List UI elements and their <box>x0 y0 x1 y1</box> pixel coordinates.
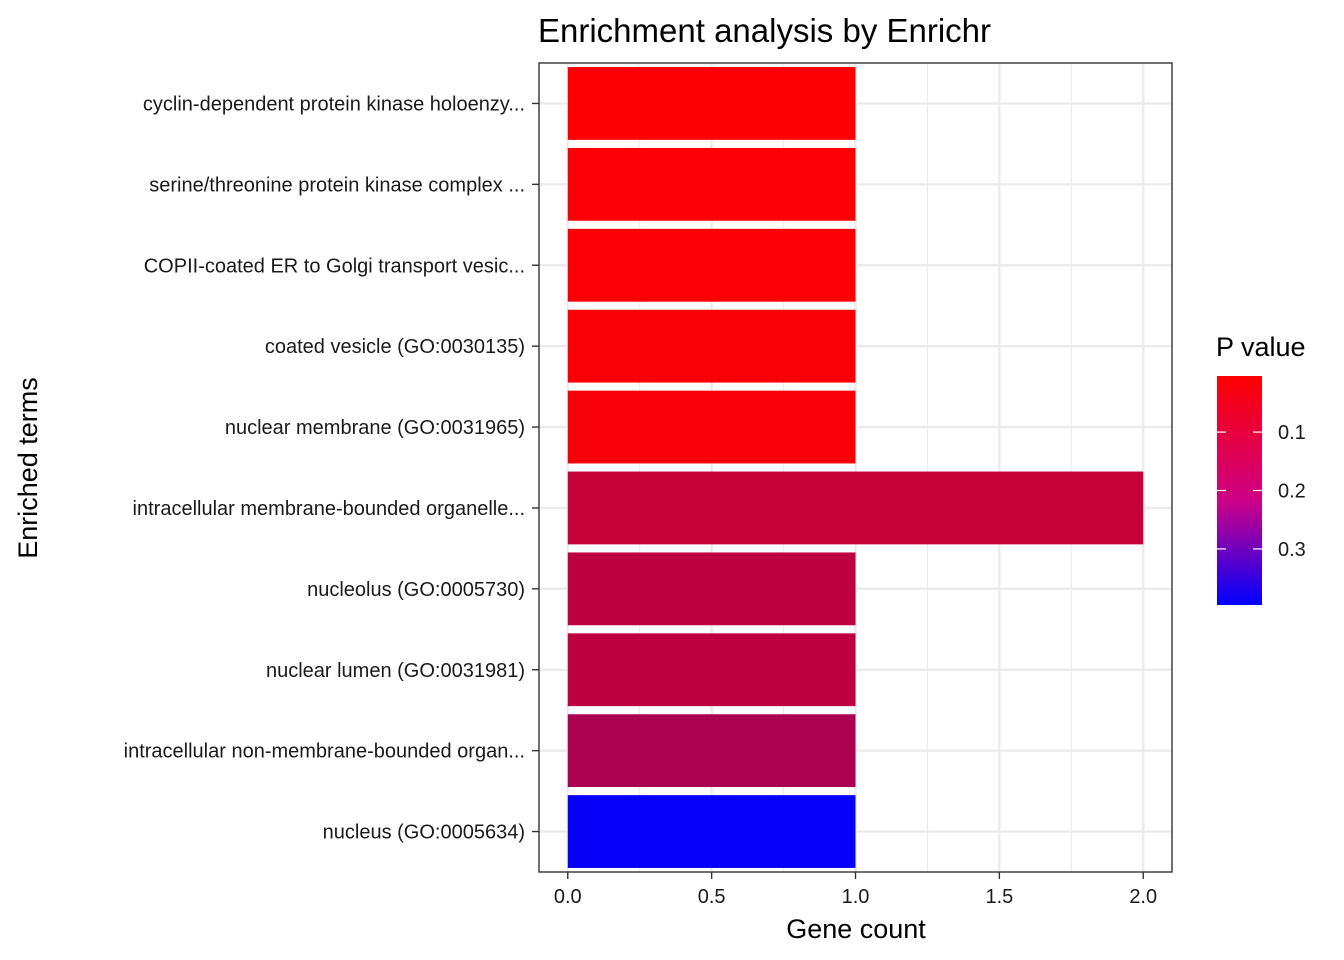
bar <box>567 552 856 626</box>
y-tick-label: coated vesicle (GO:0030135) <box>265 336 525 358</box>
y-tick-label: COPII-coated ER to Golgi transport vesic… <box>144 255 525 277</box>
x-tick-label: 0.0 <box>554 886 582 908</box>
bar <box>567 633 856 707</box>
y-tick-label: intracellular membrane-bounded organelle… <box>133 498 525 520</box>
x-axis: 0.0 0.5 1.0 1.5 2.0 <box>554 872 1157 908</box>
y-axis: cyclin-dependent protein kinase holoenzy… <box>124 93 539 844</box>
y-tick-label: intracellular non-membrane-bounded organ… <box>124 741 525 763</box>
y-tick-label: nucleolus (GO:0005730) <box>307 579 525 601</box>
y-tick-label: nuclear membrane (GO:0031965) <box>225 417 525 439</box>
y-tick-label: nuclear lumen (GO:0031981) <box>266 660 525 682</box>
bar <box>567 309 856 383</box>
plot-panel <box>538 62 1173 873</box>
x-tick-label: 2.0 <box>1129 886 1157 908</box>
colorbar-title: P value <box>1216 332 1306 362</box>
x-tick-label: 1.0 <box>842 886 870 908</box>
bar <box>567 147 856 221</box>
y-tick-label: cyclin-dependent protein kinase holoenzy… <box>143 93 525 115</box>
colorbar-tick-label: 0.2 <box>1278 481 1306 503</box>
bar <box>567 471 1144 545</box>
bar <box>567 795 856 868</box>
colorbar-ticks: 0.1 0.2 0.3 <box>1217 422 1306 561</box>
y-axis-title: Enriched terms <box>13 377 43 559</box>
chart-title: Enrichment analysis by Enrichr <box>538 12 991 49</box>
y-tick-label: nucleus (GO:0005634) <box>323 822 525 844</box>
y-tick-label: serine/threonine protein kinase complex … <box>149 174 525 196</box>
colorbar-tick-label: 0.1 <box>1278 422 1306 444</box>
bar <box>567 714 856 788</box>
x-tick-label: 1.5 <box>985 886 1013 908</box>
colorbar-tick-label: 0.3 <box>1278 539 1306 561</box>
bar <box>567 390 856 464</box>
x-tick-label: 0.5 <box>698 886 726 908</box>
colorbar-legend: P value 0.1 0.2 0.3 <box>1216 332 1306 605</box>
x-axis-title: Gene count <box>786 914 926 944</box>
bar <box>567 67 856 140</box>
bar <box>567 228 856 302</box>
bars <box>567 67 1144 868</box>
